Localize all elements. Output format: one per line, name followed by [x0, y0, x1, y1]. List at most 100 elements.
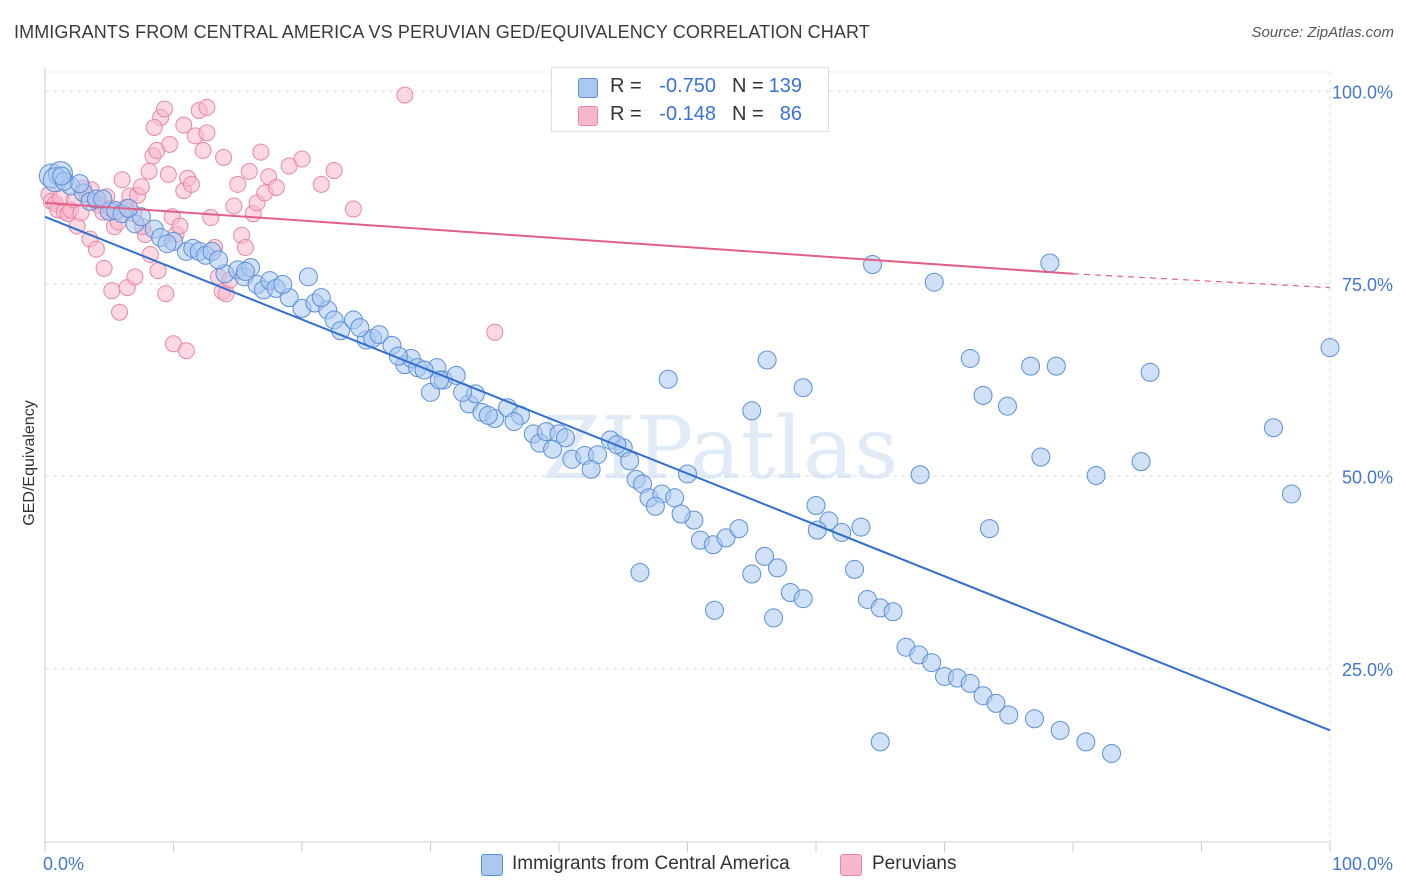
central-america-point — [70, 174, 90, 194]
peruvians-point — [126, 268, 144, 286]
central-america-point — [1102, 743, 1122, 763]
peruvians-point — [344, 200, 362, 218]
central-america-point — [555, 428, 575, 448]
peruvians-point — [157, 285, 175, 303]
peruvians-point — [202, 209, 220, 227]
peruvians-point — [161, 135, 179, 153]
central-america-point — [208, 250, 228, 270]
central-america-point — [665, 488, 685, 508]
y-tick-label: 75.0% — [1342, 275, 1393, 295]
central-america-point — [369, 325, 389, 345]
central-america-point — [870, 732, 890, 752]
central-america-point — [742, 564, 762, 584]
peruvians-point — [132, 178, 150, 196]
central-america-point — [910, 465, 930, 485]
central-america-point — [1021, 356, 1041, 376]
central-america-point — [716, 528, 736, 548]
peruvians-point — [177, 342, 195, 360]
stats-row-central-america: R = -0.750 N = 139 — [552, 73, 828, 101]
peruvians-point — [113, 171, 131, 189]
peruvians-point — [111, 303, 129, 321]
peruvians-point — [140, 162, 158, 180]
central-america-point — [793, 378, 813, 398]
stats-row-peruvians: R = -0.148 N = 86 — [552, 101, 828, 129]
central-america-point — [1140, 362, 1160, 382]
central-america-point — [960, 348, 980, 368]
peruvians-point — [312, 175, 330, 193]
central-america-point — [1024, 709, 1044, 729]
tick-labels: 100.0% 75.0% 50.0% 25.0% 0.0% 100.0% — [43, 82, 1393, 874]
peruvians-point — [198, 98, 216, 116]
x-tick-label: 0.0% — [43, 854, 84, 874]
peruvians-point — [396, 86, 414, 104]
peruvians-point — [171, 217, 189, 235]
peruvians-point — [175, 116, 193, 134]
r-label: R = — [610, 103, 642, 125]
r-label: R = — [610, 75, 642, 97]
peruvians-legend-label[interactable]: Peruvians — [872, 853, 957, 874]
trend-lines — [44, 201, 1331, 732]
peruvians-point — [229, 175, 247, 193]
central-america-trend-line — [44, 215, 1331, 732]
central-america-point — [671, 504, 691, 524]
central-america-point — [273, 275, 293, 295]
central-america-point — [235, 261, 255, 281]
central-america-point — [973, 385, 993, 405]
central-america-legend-label[interactable]: Immigrants from Central America — [512, 853, 790, 874]
peruvians-point — [267, 179, 285, 196]
r-value: -0.148 — [659, 103, 716, 125]
central-america-point — [729, 519, 749, 539]
central-america-point — [845, 559, 865, 579]
central-america-point — [478, 405, 498, 425]
central-america-point — [620, 451, 640, 471]
y-tick-label: 100.0% — [1332, 82, 1393, 102]
peruvians-points — [40, 86, 504, 360]
central-america-point — [742, 401, 762, 421]
n-value: 139 — [768, 75, 802, 97]
peruvians-legend-swatch[interactable] — [840, 854, 862, 876]
chart-title: IMMIGRANTS FROM CENTRAL AMERICA VS PERUV… — [14, 22, 870, 42]
central-america-point — [1320, 338, 1340, 358]
x-tick-label: 100.0% — [1332, 854, 1393, 874]
central-america-swatch — [578, 78, 598, 98]
central-america-point — [999, 705, 1019, 725]
peruvians-point — [240, 162, 258, 180]
central-america-point — [350, 318, 370, 338]
central-america-point — [997, 396, 1017, 416]
central-america-point — [806, 496, 826, 516]
central-america-point — [863, 255, 883, 274]
peruvians-point — [141, 245, 159, 263]
central-america-point — [298, 267, 318, 287]
peruvians-point — [325, 162, 343, 180]
peruvians-point — [156, 100, 174, 118]
central-america-point — [924, 272, 944, 292]
central-america-point — [922, 653, 942, 673]
central-america-point — [704, 600, 724, 620]
y-tick-label: 25.0% — [1342, 660, 1393, 680]
stats-legend: R = -0.750 N = 139 R = -0.148 N = 86 — [551, 67, 829, 132]
peruvians-swatch — [578, 106, 598, 126]
central-america-point — [311, 288, 331, 308]
central-america-point — [1076, 732, 1096, 752]
central-america-point — [645, 496, 665, 516]
n-value: 86 — [779, 103, 802, 125]
central-america-point — [630, 563, 650, 582]
central-america-legend-swatch[interactable] — [481, 854, 503, 876]
peruvians-point — [293, 150, 311, 168]
central-america-point — [157, 234, 177, 254]
r-value: -0.750 — [659, 75, 716, 97]
central-america-point — [1046, 356, 1066, 376]
central-america-point — [767, 558, 787, 578]
peruvians-point — [95, 259, 113, 277]
central-america-point — [52, 166, 72, 186]
central-america-point — [1040, 253, 1060, 273]
peruvians-point — [159, 165, 177, 183]
peruvians-point — [182, 175, 200, 193]
central-america-point — [93, 189, 113, 209]
peruvians-point — [225, 197, 243, 215]
peruvians-point — [194, 142, 212, 160]
central-america-point — [1263, 418, 1283, 438]
peruvians-point — [486, 323, 504, 341]
central-america-point — [543, 439, 563, 459]
central-america-point — [1131, 452, 1151, 472]
